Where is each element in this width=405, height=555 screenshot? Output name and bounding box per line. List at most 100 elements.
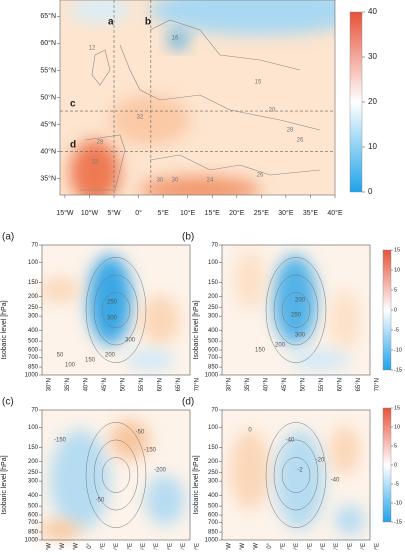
panel-letter: (c): [2, 397, 14, 408]
x-tick-label: 35°E: [181, 543, 187, 550]
x-tick-label: 10°W: [240, 543, 246, 550]
x-tick-label: 50°N: [121, 378, 127, 391]
x-tick-label: 35°N: [245, 378, 251, 391]
y-tick-label: 700: [208, 355, 219, 361]
anomaly-shading: [230, 430, 270, 510]
x-tick-label: 0°: [267, 542, 273, 548]
contour-label: 250: [107, 300, 118, 306]
y-tick-label: 150: [208, 445, 219, 451]
y-tick-label: 500: [208, 504, 219, 510]
x-tick-label: 45°N: [282, 378, 288, 391]
y-tick-label: 70: [31, 243, 38, 249]
contour-label: 100: [65, 363, 76, 369]
lon-label: 35°E: [303, 209, 319, 217]
contour: [85, 257, 147, 363]
lon-label: 15°W: [56, 209, 74, 217]
y-tick-label: 200: [28, 294, 39, 300]
lat-label: 35°N: [40, 175, 56, 183]
colorbar: [382, 249, 392, 371]
x-tick-label: 25°E: [154, 543, 160, 550]
contour-label: 200: [105, 353, 116, 359]
colorbar-label: 10: [394, 267, 400, 273]
lat-label: 60°N: [40, 39, 56, 47]
contour-label: 300: [107, 316, 118, 322]
y-tick-label: 100: [208, 260, 219, 266]
x-tick-label: 10°E: [114, 543, 120, 550]
y-tick-label: 100: [28, 260, 39, 266]
map-background: [60, 0, 335, 195]
x-tick-label: 10°E: [294, 543, 300, 550]
x-tick-label: 40°N: [84, 378, 90, 391]
map-colorbar: [349, 11, 363, 193]
y-tick-label: 70: [211, 408, 218, 414]
x-tick-label: 15°E: [307, 543, 313, 550]
contour-label: 20: [269, 108, 276, 114]
y-axis-label: Isobaric level [hPa]: [1, 455, 8, 514]
contour-label: -2: [297, 468, 303, 474]
lon-label: 30°E: [278, 209, 294, 217]
colorbar-label: 5: [394, 443, 397, 449]
contour-label: 30: [172, 178, 179, 184]
y-tick-label: 200: [208, 459, 219, 465]
contour-label: 50: [57, 353, 64, 359]
x-tick-label: 25°E: [334, 543, 340, 550]
contour-label: -40: [331, 478, 340, 484]
lon-label: 40°E: [327, 209, 343, 217]
contour: [85, 422, 147, 528]
colorbar-label: 10: [368, 142, 377, 151]
colorbar-label: 10: [394, 424, 400, 430]
x-tick-label: 65°N: [176, 378, 182, 391]
contour-label: 200: [295, 298, 306, 304]
x-tick-label: 60°N: [158, 378, 164, 391]
colorbar-label: -10: [394, 500, 402, 506]
contour: [273, 439, 319, 511]
y-axis-label: Isobaric level [hPa]: [193, 455, 200, 514]
anomaly-shading: [40, 278, 80, 302]
y-tick-label: 70: [211, 243, 218, 249]
x-tick-label: 55°N: [319, 378, 325, 391]
y-tick-label: 850: [208, 365, 219, 371]
y-tick-label: 300: [208, 479, 219, 485]
anomaly-shading: [275, 430, 325, 530]
lat-label: 40°N: [40, 148, 56, 156]
lat-label: 65°N: [40, 12, 56, 20]
contour-label: 250: [291, 313, 302, 319]
y-tick-label: 70: [31, 408, 38, 414]
anomaly-shading: [330, 425, 360, 475]
contour-label: 26: [297, 138, 304, 144]
section-label: b: [145, 17, 151, 28]
colorbar-label: 15: [394, 247, 400, 253]
x-tick-label: 35°N: [65, 378, 71, 391]
x-tick-label: 5°E: [280, 543, 286, 550]
y-tick-label: 600: [28, 513, 39, 519]
panel-frame: [41, 409, 191, 541]
y-tick-label: 600: [28, 348, 39, 354]
contour-label: -200: [154, 468, 167, 474]
x-tick-label: 15°E: [127, 543, 133, 550]
contour-label: 28: [287, 128, 294, 134]
colorbar-label: -5: [394, 327, 399, 333]
x-tick-label: 15°W: [227, 543, 233, 550]
y-axis-label: Isobaric level [hPa]: [1, 300, 8, 359]
contour-label: 16: [172, 36, 179, 42]
contour-label: 22: [92, 160, 99, 166]
colorbar-label: 0: [368, 187, 373, 196]
section-label: c: [70, 99, 76, 110]
x-tick-label: 40°N: [264, 378, 270, 391]
x-tick-label: 65°N: [356, 378, 362, 391]
contour-label: -150: [54, 438, 67, 444]
y-tick-label: 1000: [25, 538, 39, 544]
x-tick-label: 70°N: [375, 378, 381, 391]
colorbar-label: -15: [394, 519, 402, 525]
lon-label: 10°E: [180, 209, 196, 217]
section-label: a: [108, 17, 114, 28]
anomaly-shading: [290, 350, 350, 370]
x-tick-label: 70°N: [195, 378, 201, 391]
x-tick-label: 10°W: [60, 543, 66, 550]
contour-label: 24: [207, 178, 214, 184]
contour: [265, 257, 327, 363]
y-tick-label: 700: [28, 355, 39, 361]
contour: [281, 457, 311, 493]
colorbar-label: 0: [394, 462, 397, 468]
y-tick-label: 250: [208, 470, 219, 476]
